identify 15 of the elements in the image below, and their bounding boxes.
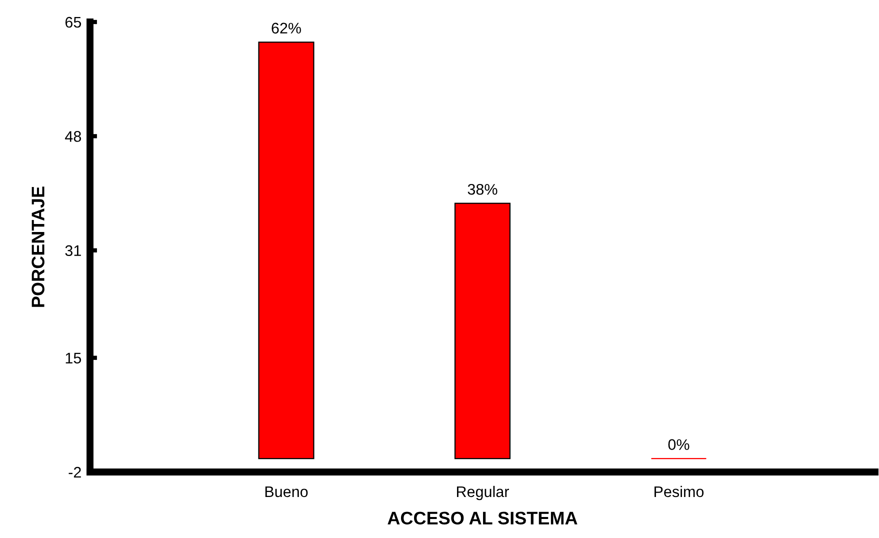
data-label: 62%: [272, 22, 301, 34]
x-tick-label: Pesimo: [654, 486, 704, 498]
bar: [454, 202, 511, 460]
y-axis-title: PORCENTAJE: [32, 186, 44, 307]
y-tick-label: 15: [66, 352, 82, 364]
y-tick-label: 48: [65, 131, 82, 142]
y-tick-label: 31: [65, 245, 81, 256]
bar: [258, 42, 314, 460]
x-tick-label: Regular: [457, 486, 509, 500]
data-label: 0%: [668, 439, 690, 450]
y-tick-label: -2: [68, 466, 81, 478]
data-label: 38%: [468, 184, 498, 195]
y-tick-label: 65: [65, 16, 82, 28]
x-axis-title: ACCESO AL SISTEMA: [388, 512, 578, 525]
x-tick-label: Bueno: [265, 486, 308, 498]
